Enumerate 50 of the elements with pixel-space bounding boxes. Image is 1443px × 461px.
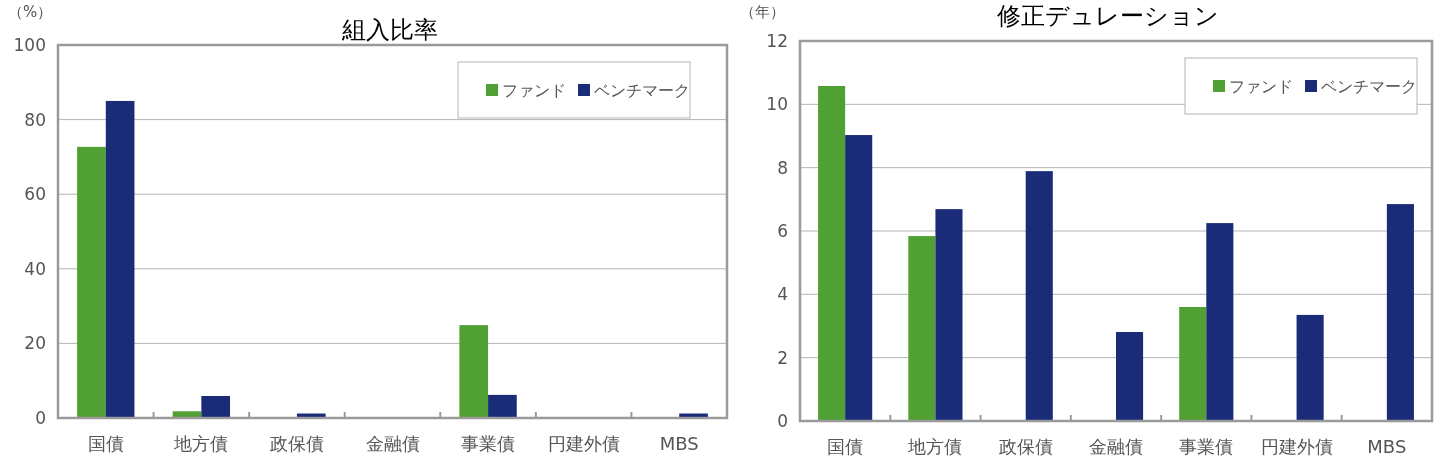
y-axis-title: （%） [8, 3, 53, 21]
bar [845, 135, 873, 421]
y-tick-label: 6 [777, 221, 788, 241]
legend-label: ベンチマーク [594, 81, 690, 100]
legend-label: ファンド [1229, 77, 1293, 96]
x-tick-label: 政保債 [998, 436, 1053, 457]
y-tick-label: 100 [13, 35, 46, 55]
y-tick-label: 80 [24, 109, 46, 130]
y-tick-label: 40 [24, 258, 46, 279]
bar [459, 325, 489, 418]
bar [77, 146, 106, 418]
x-tick-label: 事業債 [1179, 436, 1234, 457]
bar [201, 395, 231, 418]
bar [908, 236, 936, 421]
y-tick-label: 60 [24, 184, 46, 205]
x-tick-label: 円建外債 [547, 433, 620, 454]
chart-title: 修正デュレーション [997, 2, 1219, 30]
x-tick-label: MBS [659, 433, 699, 454]
bar [105, 100, 135, 418]
x-tick-label: 国債 [827, 436, 864, 457]
x-tick-label: 政保債 [269, 433, 324, 454]
bar [818, 85, 846, 421]
bar [1386, 204, 1414, 421]
x-tick-label: 国債 [87, 433, 124, 454]
x-tick-label: 金融債 [1089, 436, 1143, 457]
bar [1206, 223, 1234, 421]
y-tick-label: 0 [35, 408, 46, 428]
y-tick-label: 10 [766, 94, 788, 115]
y-tick-label: 0 [777, 411, 788, 431]
y-tick-label: 20 [24, 333, 46, 354]
y-tick-label: 2 [777, 347, 788, 368]
bar [1025, 171, 1053, 421]
y-axis-title: （年） [740, 3, 785, 21]
y-tick-label: 12 [766, 31, 788, 51]
x-tick-label: 円建外債 [1260, 436, 1333, 457]
bar [1296, 314, 1324, 421]
x-tick-label: MBS [1367, 436, 1407, 457]
x-tick-label: 金融債 [365, 433, 420, 454]
bar [935, 209, 963, 421]
bar [1116, 332, 1144, 421]
bar [1179, 307, 1207, 421]
chart-title: 組入比率 [341, 16, 438, 44]
y-tick-label: 8 [777, 157, 788, 178]
bar [488, 394, 517, 418]
x-tick-label: 地方債 [173, 433, 229, 454]
x-tick-label: 地方債 [907, 436, 963, 457]
legend-label: ベンチマーク [1321, 77, 1417, 96]
legend-label: ファンド [502, 81, 566, 100]
y-tick-label: 4 [777, 284, 788, 305]
x-tick-label: 事業債 [461, 433, 516, 454]
